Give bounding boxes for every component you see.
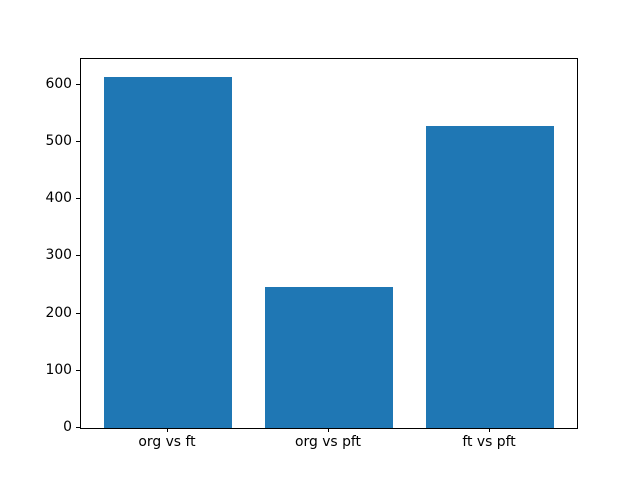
y-tick-mark xyxy=(76,427,80,428)
x-tick-mark xyxy=(489,428,491,432)
y-tick-mark xyxy=(76,198,80,200)
y-tick-mark xyxy=(76,255,80,257)
x-tick-label: ft vs pft xyxy=(462,434,516,450)
y-tick-mark xyxy=(76,140,80,142)
bar-org-vs-ft xyxy=(103,76,233,428)
bar-org-vs-pft xyxy=(264,286,394,428)
y-tick-mark xyxy=(76,369,80,371)
x-tick-mark xyxy=(328,428,329,432)
y-tick-mark xyxy=(76,312,80,314)
x-tick-mark xyxy=(166,428,168,432)
plot-area xyxy=(80,58,578,429)
y-tick-mark xyxy=(76,83,80,85)
bar-ft-vs-pft xyxy=(425,125,555,428)
y-tick-label: 100 xyxy=(45,361,72,378)
y-tick-label: 600 xyxy=(45,75,72,92)
x-tick-label: org vs pft xyxy=(295,434,361,450)
y-tick-label: 300 xyxy=(45,247,72,264)
y-tick-label: 0 xyxy=(63,419,72,435)
y-tick-label: 200 xyxy=(45,304,72,321)
x-tick-label: org vs ft xyxy=(138,434,196,450)
y-tick-label: 500 xyxy=(45,132,72,149)
y-tick-label: 400 xyxy=(45,190,72,207)
